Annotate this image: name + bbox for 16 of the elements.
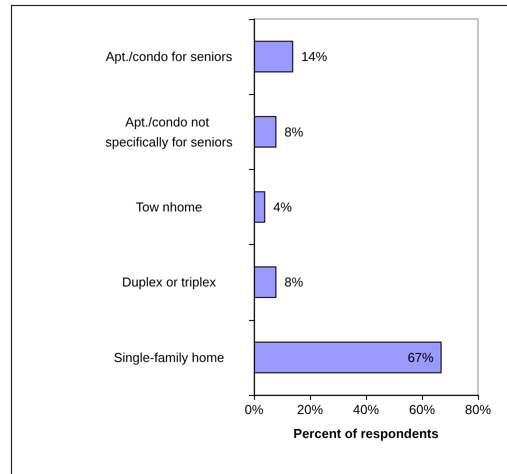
x-tick-label: 60% — [408, 402, 436, 417]
data-label: 14% — [301, 49, 328, 64]
data-label: 8% — [284, 274, 304, 290]
data-label: 8% — [284, 124, 304, 140]
data-label: 4% — [273, 200, 292, 214]
x-axis-title: Percent of respondents — [293, 426, 439, 441]
y-tick-label: Duplex or triplex — [122, 274, 216, 290]
y-tick-label: Tow nhome — [136, 200, 202, 214]
x-tick-label: 40% — [352, 402, 380, 417]
x-tick-label: 0% — [244, 402, 264, 417]
y-tick-label: Single-family home — [114, 350, 224, 365]
data-label: 67% — [408, 350, 434, 365]
x-tick-label: 80% — [464, 402, 492, 417]
y-tick-label: Apt./condo not specifically for seniors — [105, 114, 234, 150]
x-tick-label: 20% — [296, 402, 324, 417]
y-tick-label: Apt./condo for seniors — [106, 49, 233, 64]
